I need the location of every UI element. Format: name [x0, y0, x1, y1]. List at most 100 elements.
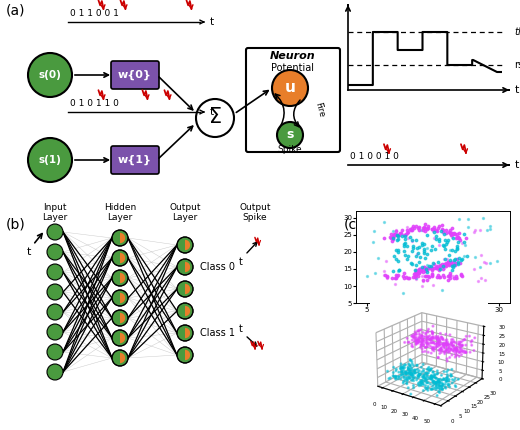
Point	[417, 267, 425, 274]
Point	[439, 242, 447, 249]
Text: Output
Spike: Output Spike	[239, 203, 271, 222]
Point	[422, 266, 431, 273]
Point	[454, 239, 462, 246]
Point	[448, 262, 457, 269]
Point	[414, 249, 422, 256]
Point	[446, 230, 454, 236]
Point	[435, 273, 444, 280]
Point	[422, 266, 430, 273]
Circle shape	[272, 70, 308, 106]
FancyBboxPatch shape	[111, 146, 159, 174]
Text: Spike: Spike	[278, 145, 302, 154]
Point	[408, 260, 417, 267]
Point	[448, 247, 457, 254]
Point	[438, 271, 447, 278]
Text: w{1}: w{1}	[118, 155, 152, 165]
Point	[479, 215, 488, 221]
Wedge shape	[185, 284, 190, 294]
Point	[427, 243, 436, 250]
Point	[470, 266, 478, 273]
Point	[418, 282, 426, 289]
Point	[412, 269, 420, 276]
Circle shape	[47, 224, 63, 240]
Point	[392, 272, 400, 279]
Point	[438, 229, 447, 236]
Point	[423, 264, 431, 271]
Point	[380, 219, 388, 226]
Point	[391, 231, 399, 238]
Point	[388, 275, 396, 282]
Point	[444, 258, 452, 265]
Point	[401, 236, 410, 243]
Point	[439, 230, 448, 237]
Point	[393, 273, 401, 280]
Point	[400, 231, 408, 238]
Point	[391, 281, 399, 288]
Point	[423, 251, 432, 258]
Point	[373, 255, 382, 262]
Circle shape	[47, 264, 63, 280]
Point	[429, 282, 437, 289]
Point	[399, 273, 408, 280]
Point	[423, 231, 431, 238]
Point	[408, 226, 417, 233]
Point	[420, 250, 428, 257]
Point	[454, 261, 462, 267]
Point	[394, 236, 402, 243]
Wedge shape	[120, 273, 125, 283]
Wedge shape	[120, 333, 125, 343]
Circle shape	[112, 290, 128, 306]
Point	[389, 232, 397, 239]
Text: t: t	[515, 160, 519, 170]
Point	[423, 261, 432, 268]
Point	[452, 245, 461, 252]
Wedge shape	[120, 313, 125, 323]
Point	[388, 228, 397, 235]
Wedge shape	[120, 253, 125, 263]
Wedge shape	[185, 328, 190, 338]
Point	[419, 278, 427, 285]
Point	[438, 225, 447, 232]
Point	[427, 246, 436, 253]
Point	[399, 289, 407, 296]
Point	[414, 224, 423, 230]
Point	[414, 258, 423, 265]
Point	[445, 272, 453, 279]
Text: t: t	[239, 324, 243, 334]
Point	[432, 264, 440, 270]
Point	[392, 246, 400, 253]
Point	[450, 262, 459, 269]
Point	[439, 263, 448, 270]
Point	[389, 267, 397, 274]
Point	[411, 273, 420, 280]
Point	[481, 276, 489, 283]
Point	[438, 287, 447, 294]
Point	[424, 273, 433, 280]
Point	[448, 224, 456, 231]
Point	[424, 223, 433, 230]
Point	[435, 264, 444, 271]
Circle shape	[112, 270, 128, 286]
Point	[418, 241, 426, 248]
Point	[407, 236, 415, 243]
Point	[429, 227, 437, 234]
Point	[406, 225, 414, 232]
Point	[412, 272, 420, 279]
Point	[425, 264, 433, 271]
Point	[453, 256, 461, 263]
Point	[398, 227, 406, 233]
Point	[410, 273, 419, 280]
Point	[444, 276, 452, 283]
Point	[435, 237, 443, 244]
Point	[435, 242, 444, 249]
Point	[421, 272, 430, 279]
Point	[415, 253, 424, 260]
Text: t: t	[210, 107, 214, 117]
Point	[442, 230, 450, 236]
Point	[446, 246, 454, 253]
Point	[414, 269, 422, 276]
Point	[433, 263, 441, 270]
Circle shape	[177, 237, 193, 253]
Point	[402, 242, 411, 249]
Point	[421, 227, 429, 234]
